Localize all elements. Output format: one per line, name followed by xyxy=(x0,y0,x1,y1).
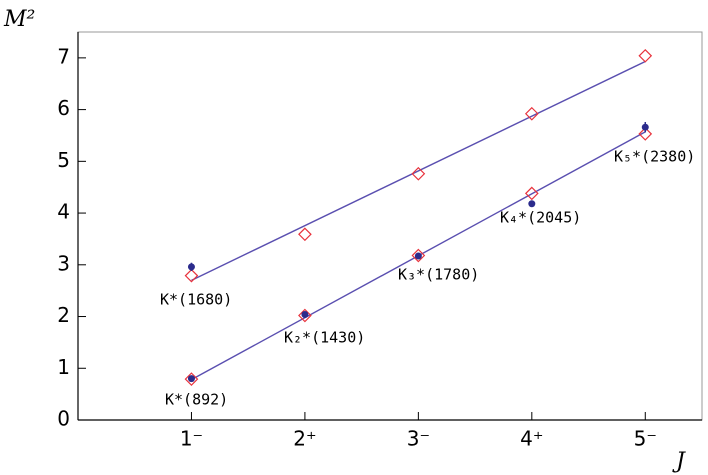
particle-label: K₄*(2045) xyxy=(500,209,581,227)
y-tick-label: 2 xyxy=(57,303,70,327)
particle-label: K*(892) xyxy=(165,391,228,409)
y-tick-label: 7 xyxy=(57,44,70,68)
diamond-marker xyxy=(524,186,539,201)
diamond-marker xyxy=(638,48,653,63)
diamond-marker xyxy=(184,372,199,386)
plot-frame xyxy=(77,31,703,421)
data-point xyxy=(641,123,649,131)
x-tick-label: 5⁻ xyxy=(634,427,657,451)
particle-label: K*(1680) xyxy=(160,291,232,309)
diamond-marker xyxy=(411,248,426,263)
particle-label: K₅*(2380) xyxy=(614,148,695,166)
y-tick-label: 0 xyxy=(57,407,70,431)
diamond-marker xyxy=(298,227,312,242)
particle-label: K₂*(1430) xyxy=(284,329,365,347)
y-tick-label: 4 xyxy=(57,200,70,224)
fit-line xyxy=(191,60,646,281)
x-tick-label: 2⁺ xyxy=(293,427,316,451)
y-tick-label: 6 xyxy=(57,96,70,120)
y-axis-label: M² xyxy=(3,7,35,32)
particle-label: K₃*(1780) xyxy=(398,266,479,284)
y-tick-label: 3 xyxy=(57,251,70,275)
data-point xyxy=(187,263,195,271)
y-tick-label: 5 xyxy=(57,148,70,172)
diamond-marker xyxy=(411,166,426,181)
data-point xyxy=(528,200,536,208)
x-tick-label: 3⁻ xyxy=(407,427,430,451)
diamond-marker xyxy=(524,106,539,121)
data-point xyxy=(414,252,422,260)
x-tick-label: 1⁻ xyxy=(180,427,203,451)
data-point xyxy=(187,375,195,383)
diamond-marker xyxy=(184,268,199,283)
x-axis-label: J xyxy=(672,449,686,474)
y-tick-label: 1 xyxy=(57,355,70,379)
data-point xyxy=(301,310,309,318)
x-tick-label: 4⁺ xyxy=(520,427,543,451)
diamond-marker xyxy=(638,127,653,141)
diamond-marker xyxy=(298,308,312,323)
